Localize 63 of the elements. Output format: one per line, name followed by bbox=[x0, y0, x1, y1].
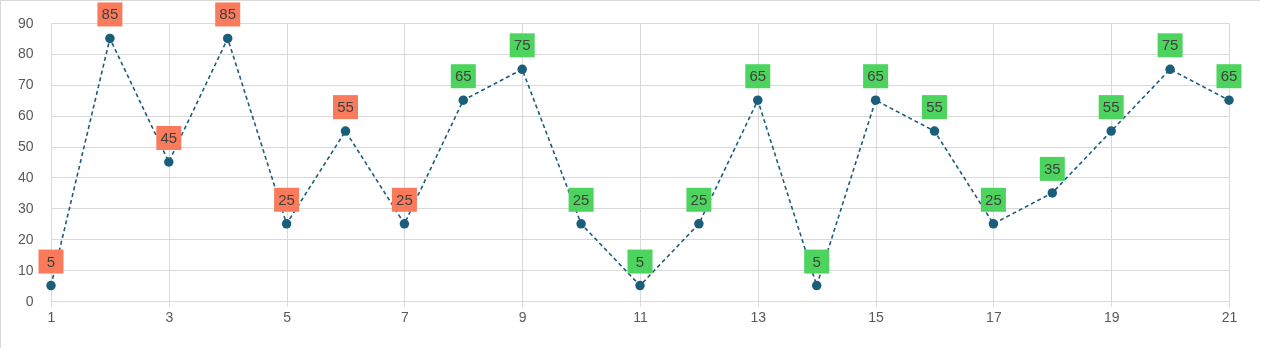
y-tick-label: 70 bbox=[17, 76, 34, 93]
data-label: 25 bbox=[278, 190, 295, 208]
point bbox=[811, 280, 822, 291]
data-label: 25 bbox=[396, 190, 413, 208]
data-label: 5 bbox=[635, 252, 645, 270]
y-tick-label: 90 bbox=[17, 14, 34, 31]
point bbox=[576, 219, 586, 229]
data-label: 65 bbox=[454, 67, 472, 85]
x-tick-label: 9 bbox=[518, 308, 527, 325]
data-label: 65 bbox=[867, 67, 884, 85]
data-label: 75 bbox=[513, 36, 531, 54]
y-tick-label: 0 bbox=[25, 292, 34, 309]
point bbox=[1047, 188, 1058, 198]
x-tick-label: 5 bbox=[283, 308, 292, 325]
data-label: 5 bbox=[812, 252, 821, 270]
point bbox=[458, 95, 469, 105]
x-tick-label: 11 bbox=[633, 308, 648, 325]
point bbox=[988, 219, 999, 229]
point bbox=[517, 64, 527, 75]
data-label: 55 bbox=[926, 98, 943, 116]
y-tick-label: 40 bbox=[17, 168, 34, 185]
data-label: 5 bbox=[46, 252, 56, 270]
point bbox=[694, 219, 704, 229]
data-label: 35 bbox=[1043, 159, 1061, 177]
x-tick-label: 7 bbox=[401, 308, 409, 325]
y-tick-label: 60 bbox=[17, 107, 34, 124]
point bbox=[753, 95, 763, 105]
data-label: 25 bbox=[985, 190, 1002, 208]
x-tick-label: 17 bbox=[986, 308, 1002, 325]
data-label: 75 bbox=[1161, 36, 1179, 54]
x-tick-label: 15 bbox=[868, 308, 885, 325]
point bbox=[340, 126, 351, 136]
point bbox=[635, 280, 645, 291]
data-label: 25 bbox=[690, 190, 708, 208]
x-tick-label: 1 bbox=[47, 308, 56, 325]
y-tick-label: 50 bbox=[17, 138, 34, 155]
x-tick-label: 19 bbox=[1103, 308, 1120, 325]
point bbox=[281, 219, 292, 229]
point bbox=[105, 33, 115, 44]
data-label: 55 bbox=[1102, 98, 1120, 116]
point bbox=[399, 219, 410, 229]
point bbox=[870, 95, 881, 105]
y-tick-label: 30 bbox=[17, 199, 34, 216]
data-label: 65 bbox=[1220, 67, 1238, 85]
x-tick-label: 13 bbox=[750, 308, 767, 325]
data-label: 45 bbox=[160, 129, 178, 146]
point bbox=[1224, 95, 1234, 105]
data-label: 65 bbox=[749, 67, 767, 85]
x-tick-label: 3 bbox=[165, 308, 174, 325]
y-tick-label: 20 bbox=[17, 230, 34, 247]
data-label: 85 bbox=[101, 5, 119, 23]
y-tick-label: 10 bbox=[17, 261, 34, 278]
data-label: 85 bbox=[219, 5, 237, 23]
point bbox=[929, 126, 940, 136]
y-tick-label: 80 bbox=[17, 45, 34, 62]
point bbox=[164, 157, 174, 167]
data-label: 55 bbox=[337, 98, 354, 116]
point bbox=[46, 280, 56, 291]
x-tick-label: 21 bbox=[1221, 308, 1238, 325]
point bbox=[1165, 64, 1175, 75]
data-label: 25 bbox=[572, 190, 590, 208]
point bbox=[1106, 126, 1116, 136]
point bbox=[222, 33, 233, 44]
